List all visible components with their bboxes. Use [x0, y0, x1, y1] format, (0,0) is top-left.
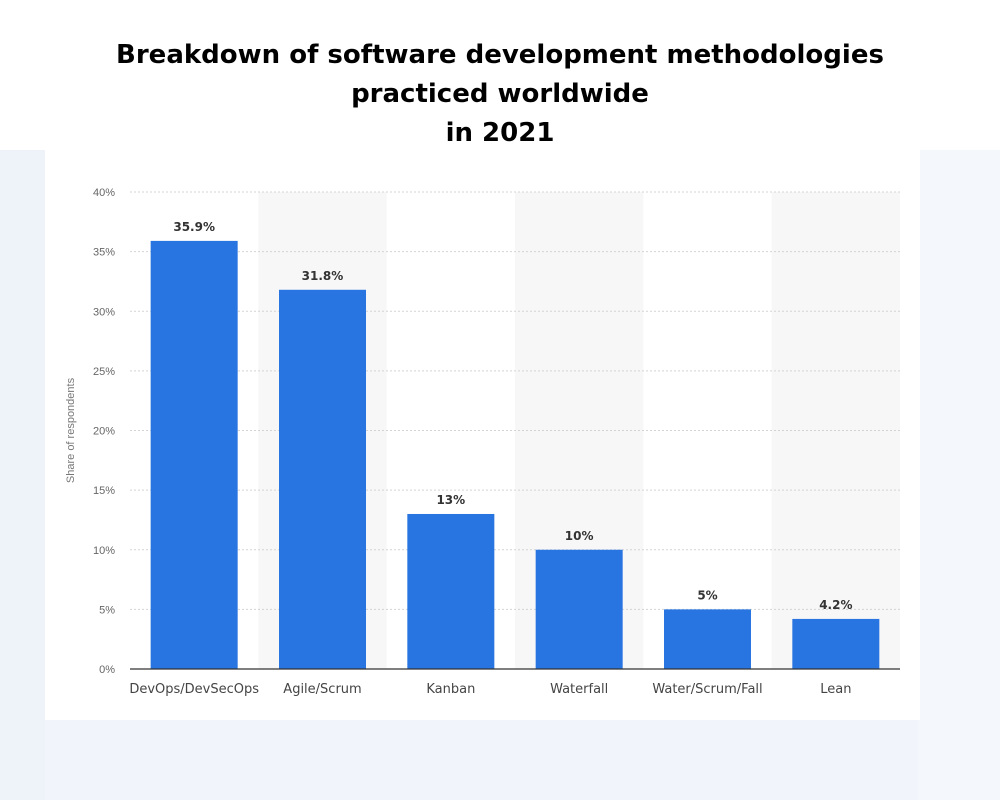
bar-chart: 0% 5% 10% 15% 20% 25% 30% 35% 40% 35.9% 31.8% 13% 1…: [65, 187, 900, 697]
y-axis-label: Share of respondents: [65, 377, 77, 483]
chart-card: 0% 5% 10% 15% 20% 25% 30% 35% 40% 35.9% 31.8% 13% 1…: [45, 145, 920, 720]
y-tick-label: 30%: [93, 306, 115, 318]
bar: [407, 513, 495, 669]
y-tick-label: 35%: [93, 247, 115, 259]
x-tick-label: Lean: [820, 682, 851, 697]
bar: [535, 549, 623, 669]
y-tick-label: 40%: [93, 187, 115, 199]
header-background: [0, 0, 1000, 150]
data-label: 10%: [565, 529, 594, 543]
data-label: 31.8%: [302, 269, 344, 283]
chart-title-line-3: in 2021: [445, 118, 555, 148]
x-tick-label: Water/Scrum/Fall: [652, 682, 762, 697]
bar: [792, 618, 880, 669]
y-tick-label: 0%: [99, 664, 115, 676]
x-tick-label: Waterfall: [550, 682, 608, 697]
y-tick-label: 5%: [99, 604, 115, 616]
x-tick-label: Kanban: [426, 682, 475, 697]
chart-title-line-1: Breakdown of software development method…: [116, 40, 884, 70]
chart-title-line-2: practiced worldwide: [351, 79, 649, 109]
bar: [279, 289, 366, 669]
x-tick-label: Agile/Scrum: [283, 682, 361, 697]
y-tick-label: 15%: [93, 485, 115, 497]
background-panel-right: [918, 150, 1000, 800]
y-tick-label: 20%: [93, 426, 115, 438]
data-label: 4.2%: [819, 598, 852, 612]
x-tick-label: DevOps/DevSecOps: [129, 682, 259, 697]
bar: [150, 240, 238, 669]
data-label: 5%: [697, 588, 717, 602]
data-label: 35.9%: [173, 220, 215, 234]
chart-title: Breakdown of software development method…: [0, 36, 1000, 153]
y-tick-label: 10%: [93, 545, 115, 557]
y-tick-label: 25%: [93, 366, 115, 378]
bar: [664, 609, 751, 669]
data-label: 13%: [436, 493, 465, 507]
background-panel-left: [0, 150, 45, 800]
